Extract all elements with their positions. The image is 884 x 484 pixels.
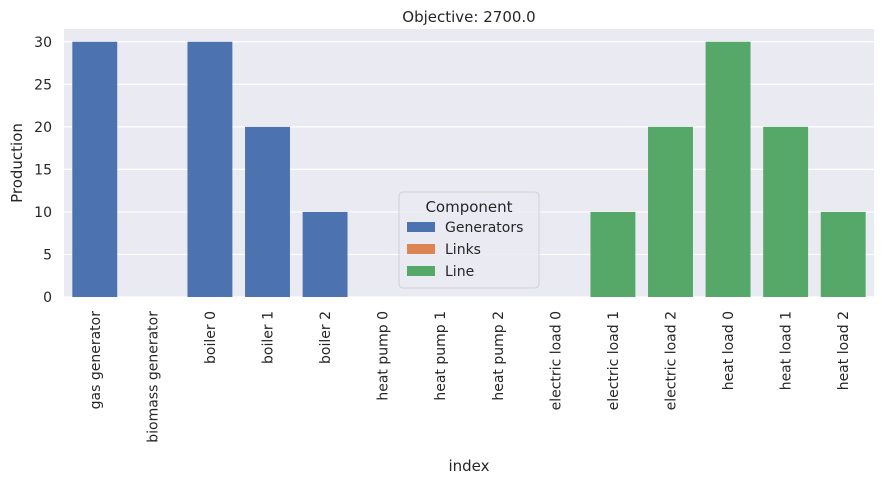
bar-boiler-2 xyxy=(302,211,348,297)
x-tick-label: electric load 2 xyxy=(664,311,680,410)
x-tick-label: boiler 2 xyxy=(318,311,334,364)
legend-swatch xyxy=(407,266,435,276)
legend-swatch xyxy=(407,244,435,254)
legend-box xyxy=(398,191,540,289)
y-tick-label: 25 xyxy=(34,77,52,93)
x-tick-label: heat pump 1 xyxy=(433,311,449,401)
bar-electric-load-2 xyxy=(648,126,693,297)
bar-boiler-0 xyxy=(187,41,233,298)
x-tick-label: heat pump 0 xyxy=(376,311,392,401)
x-tick-label: boiler 0 xyxy=(203,311,219,364)
x-tick-labels: gas generator biomass generator boiler 0 bo… xyxy=(88,311,852,443)
legend-entry-label: Line xyxy=(445,264,474,280)
x-tick-label: electric load 0 xyxy=(548,311,564,410)
x-tick-label: heat load 1 xyxy=(779,311,795,390)
x-tick-label: heat pump 2 xyxy=(491,311,507,401)
chart-title: Objective: 2700.0 xyxy=(402,8,535,26)
x-tick-label: boiler 1 xyxy=(261,311,277,364)
legend-entry-label: Links xyxy=(445,242,481,258)
legend-entries: Generators Links Line xyxy=(407,220,523,280)
y-tick-label: 20 xyxy=(34,120,52,136)
x-tick-label: gas generator xyxy=(88,311,104,410)
x-tick-label: biomass generator xyxy=(145,311,161,443)
bars xyxy=(72,41,866,298)
legend-swatch xyxy=(407,222,435,232)
bar-electric-load-1 xyxy=(590,211,636,297)
bar-gas-generator xyxy=(72,41,118,298)
legend-entry-label: Generators xyxy=(445,220,523,236)
bar-heat-load-0 xyxy=(705,41,751,298)
y-tick-label: 30 xyxy=(34,35,52,51)
y-tick-label: 10 xyxy=(34,205,52,221)
bar-boiler-1 xyxy=(245,126,290,297)
y-tick-label: 0 xyxy=(43,290,52,306)
legend-title: Component xyxy=(425,198,512,216)
bar-heat-load-1 xyxy=(763,126,809,297)
x-tick-label: heat load 2 xyxy=(836,311,852,390)
y-tick-label: 5 xyxy=(43,247,52,263)
x-tick-label: electric load 1 xyxy=(606,311,622,410)
y-tick-label: 15 xyxy=(34,162,52,178)
y-tick-labels: 0 5 10 15 20 25 30 xyxy=(34,35,52,306)
y-axis-label: Production xyxy=(8,123,26,203)
x-axis-label: index xyxy=(448,457,489,475)
bar-heat-load-2 xyxy=(820,211,866,297)
legend: Component Generators Links Line xyxy=(398,191,540,289)
x-tick-label: heat load 0 xyxy=(721,311,737,390)
